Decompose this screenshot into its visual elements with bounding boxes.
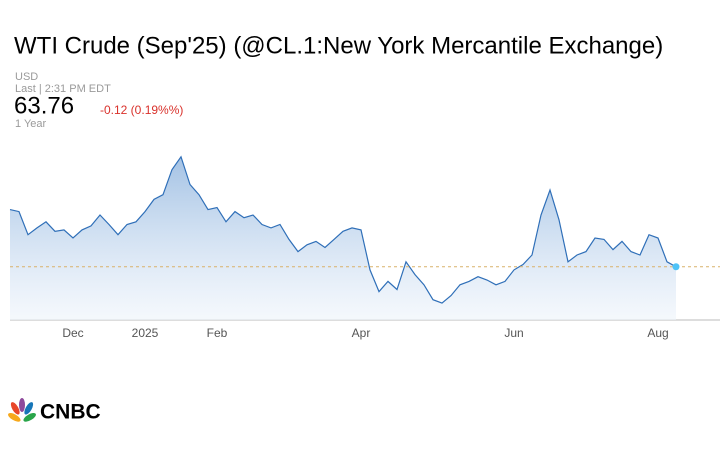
price-change: -0.12 (0.19%%) <box>100 103 183 117</box>
x-tick-label: Apr <box>352 326 371 340</box>
timestamp: Last | 2:31 PM EDT <box>15 83 111 95</box>
area-fill <box>10 156 676 320</box>
x-tick-label: 2025 <box>132 326 159 340</box>
x-tick-label: Feb <box>207 326 228 340</box>
last-point <box>672 263 680 271</box>
x-tick-label: Jun <box>504 326 523 340</box>
x-tick-label: Aug <box>647 326 668 340</box>
logo-text: CNBC <box>40 401 101 424</box>
chart-title: WTI Crude (Sep'25) (@CL.1:New York Merca… <box>14 32 663 59</box>
x-tick-label: Dec <box>62 326 83 340</box>
range: 1 Year <box>15 118 47 130</box>
logo: CNBC <box>8 398 101 424</box>
currency: USD <box>15 71 38 83</box>
price-line <box>9 155 677 304</box>
last-price: 63.76 <box>14 92 74 119</box>
